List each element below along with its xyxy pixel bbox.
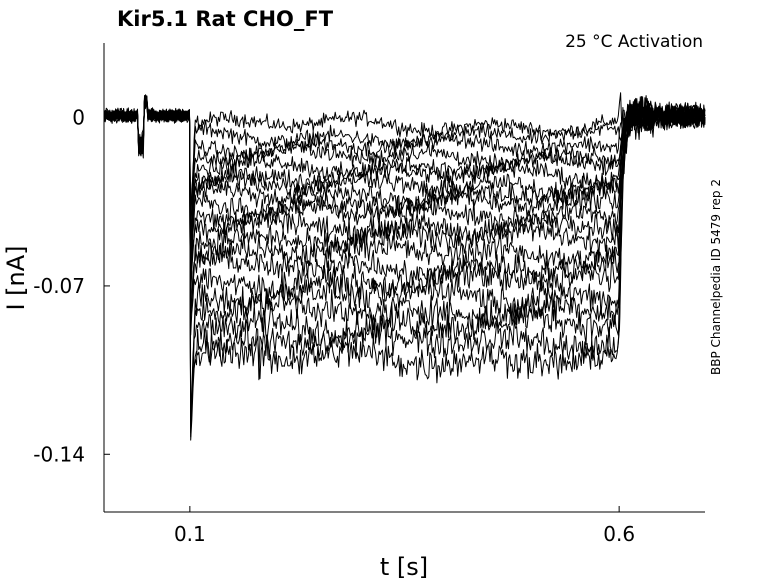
traces xyxy=(103,92,706,441)
y-tick-label: -0.14 xyxy=(33,442,85,466)
current-trace xyxy=(103,97,706,313)
current-trace xyxy=(103,97,706,441)
current-trace xyxy=(103,94,706,422)
current-trace xyxy=(103,99,706,288)
current-trace xyxy=(103,98,706,280)
current-trace xyxy=(103,95,706,434)
chart-title: Kir5.1 Rat CHO_FT xyxy=(117,7,334,31)
y-tick-label: 0 xyxy=(72,106,85,130)
y-axis-label: I [nA] xyxy=(2,245,30,310)
x-ticks: 0.1 0.6 xyxy=(174,506,635,546)
x-tick-label: 0.6 xyxy=(603,522,635,546)
y-tick-label: -0.07 xyxy=(33,274,85,298)
current-trace xyxy=(103,99,706,261)
chart-subtitle: 25 °C Activation xyxy=(565,32,703,52)
current-trace xyxy=(103,95,706,336)
current-trace xyxy=(103,97,706,299)
x-tick-label: 0.1 xyxy=(174,522,206,546)
y-ticks: 0 -0.07 -0.14 xyxy=(33,106,110,466)
x-axis-label: t [s] xyxy=(380,553,428,581)
current-trace xyxy=(103,100,706,231)
source-note: BBP Channelpedia ID 5479 rep 2 xyxy=(709,179,723,375)
current-trace xyxy=(103,96,706,424)
current-trace xyxy=(103,92,706,220)
